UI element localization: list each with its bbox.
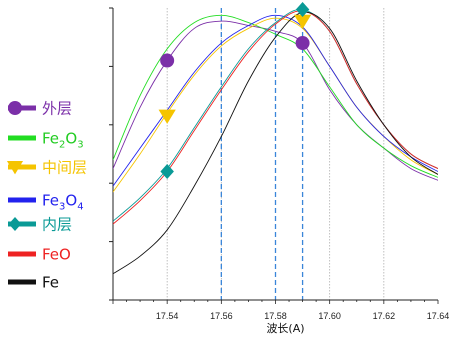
triangle-marker [158, 109, 176, 124]
legend-label: Fe3O4 [42, 192, 84, 213]
circle-marker [160, 53, 175, 68]
legend-swatch [8, 251, 36, 257]
legend-label: 内层 [42, 216, 72, 234]
legend-item: 中间层 [6, 159, 87, 177]
circle-marker [295, 36, 310, 51]
series-line-6 [113, 11, 438, 275]
legend-item: FeO [8, 246, 71, 264]
legend-triangle-icon [6, 161, 24, 175]
legend-label: Fe [42, 274, 59, 292]
legend-item: Fe3O4 [8, 192, 84, 213]
legend-item: 内层 [8, 216, 72, 234]
legend-label: Fe2O3 [42, 130, 84, 151]
legend-swatch [8, 221, 36, 227]
x-tick-label: 17.54 [156, 311, 179, 321]
diamond-marker [295, 1, 310, 17]
legend-label: FeO [42, 246, 71, 264]
x-tick-label: 17.64 [427, 311, 450, 321]
legend-item: 外层 [8, 100, 72, 118]
legend: 外层 Fe2O3 中间层 Fe3O4 内层 FeO Fe [6, 100, 87, 292]
legend-item: Fe2O3 [8, 130, 84, 151]
plot-area: 17.54 17.56 17.58 17.60 17.62 17.64 波长(A) [109, 1, 450, 335]
x-tick-label: 17.56 [210, 311, 233, 321]
legend-label: 中间层 [42, 159, 87, 177]
diamond-marker [160, 164, 174, 180]
legend-label: 外层 [42, 100, 72, 118]
x-axis-label: 波长(A) [266, 322, 304, 335]
legend-item: Fe [8, 274, 59, 292]
x-tick-label: 17.58 [264, 311, 287, 321]
x-tick-label: 17.62 [373, 311, 396, 321]
x-tick-label: 17.60 [318, 311, 341, 321]
legend-diamond-icon [8, 217, 22, 231]
legend-swatch [8, 197, 36, 203]
legend-circle-icon [8, 101, 22, 115]
legend-swatch [8, 279, 36, 285]
series-line-1 [113, 14, 438, 178]
triangle-marker [293, 14, 312, 30]
legend-swatch [8, 135, 36, 141]
legend-swatch [8, 164, 36, 170]
